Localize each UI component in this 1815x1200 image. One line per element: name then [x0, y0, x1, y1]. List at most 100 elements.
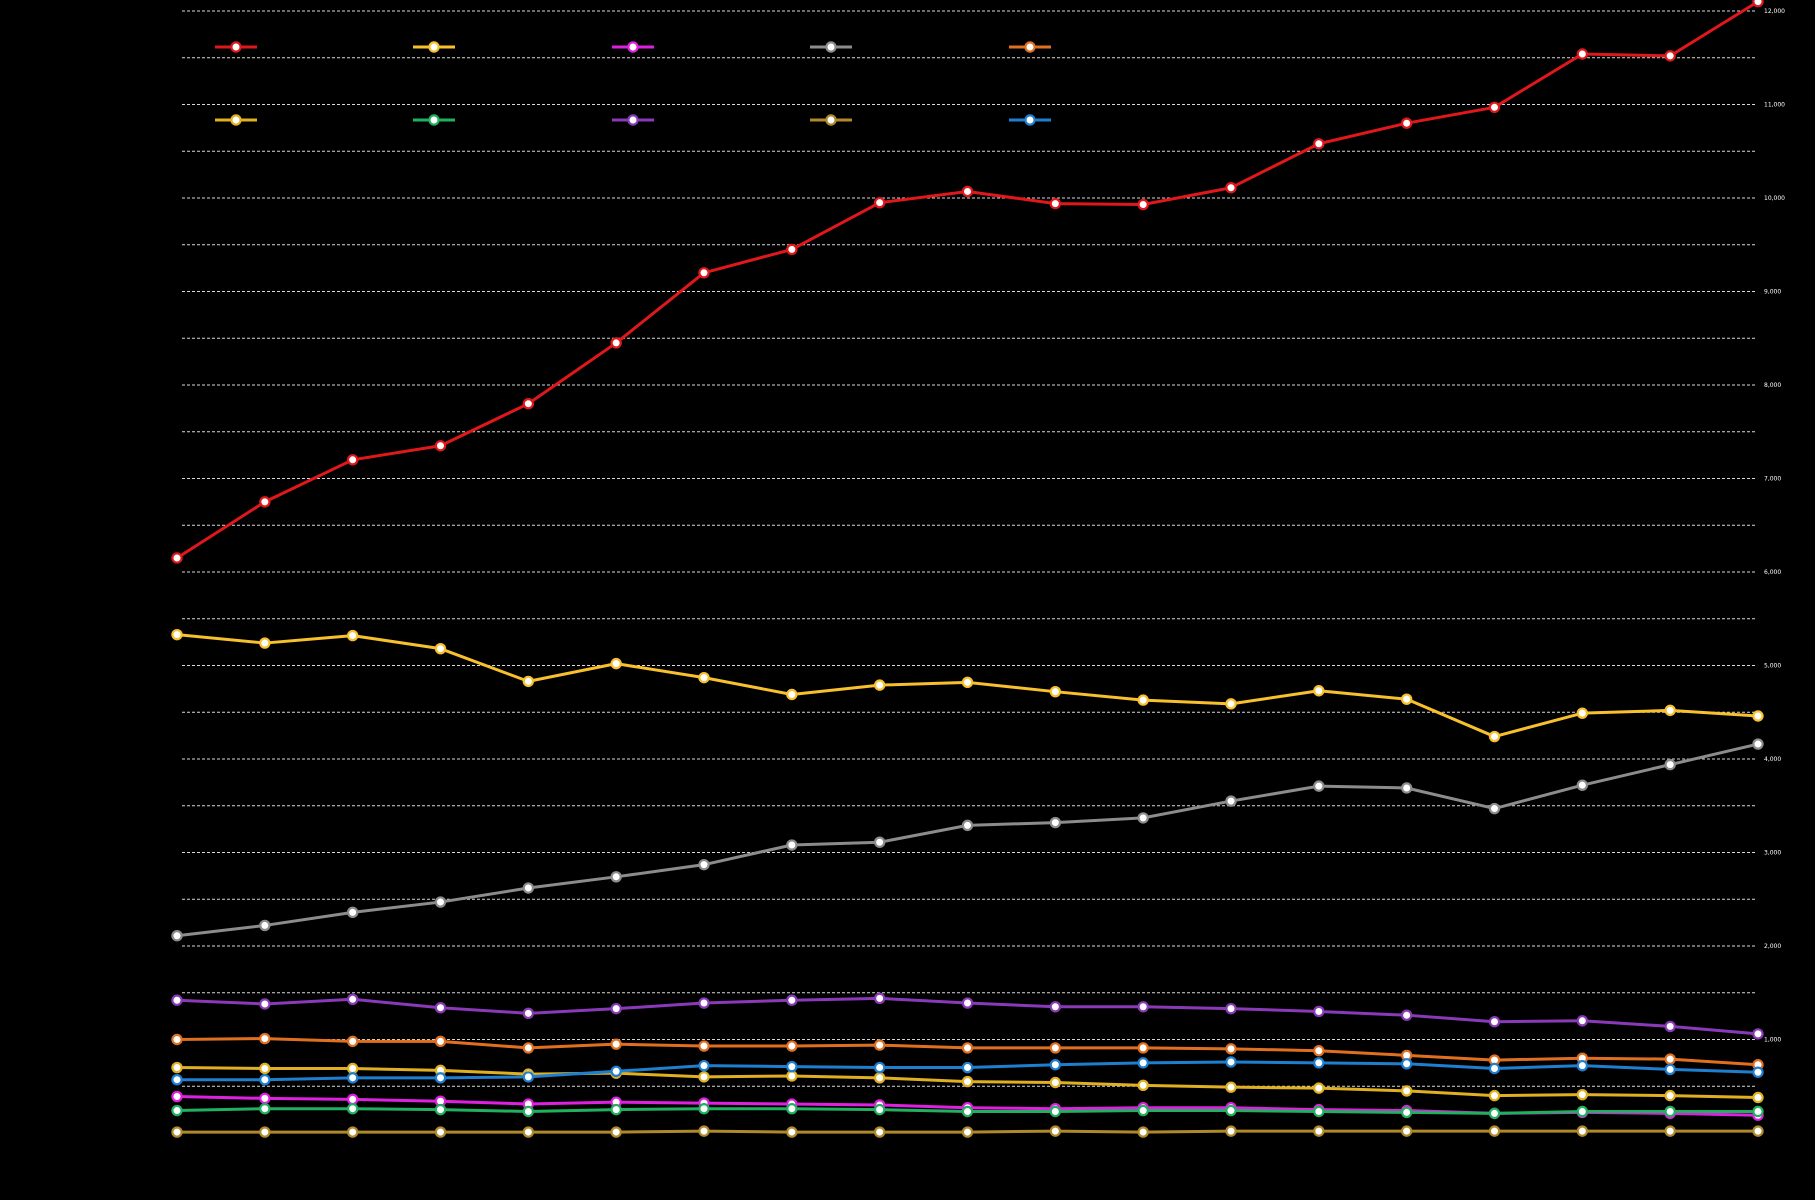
data-point: [1137, 1079, 1149, 1092]
data-point: [1313, 1105, 1325, 1118]
data-point: [1664, 1089, 1676, 1102]
data-point: [1752, 710, 1764, 722]
legend-entry: [612, 114, 654, 126]
data-point: [1313, 1082, 1325, 1094]
data-point: [698, 1125, 710, 1137]
data-point: [171, 1126, 183, 1138]
data-point: [610, 871, 622, 883]
data-point: [259, 1092, 271, 1105]
data-point: [1049, 1042, 1062, 1054]
y-tick-label: 8,000: [1764, 382, 1781, 389]
data-point: [961, 1075, 974, 1088]
data-point: [1488, 1089, 1501, 1102]
data-point: [1664, 1053, 1676, 1065]
data-point: [873, 679, 886, 691]
data-point: [1049, 197, 1062, 210]
data-point: [1488, 101, 1501, 114]
data-point: [1137, 1057, 1149, 1069]
series-10: [171, 1056, 1764, 1086]
data-point: [1313, 685, 1325, 697]
data-point: [961, 1061, 974, 1074]
series-9: [171, 1125, 1764, 1138]
data-point: [961, 819, 974, 832]
data-point: [1400, 1085, 1413, 1097]
data-point: [786, 839, 798, 851]
data-point: [434, 1126, 447, 1138]
y-tick-label: 6,000: [1764, 569, 1781, 576]
data-point: [522, 882, 535, 894]
y-tick-label: 9,000: [1764, 289, 1781, 296]
legend: [215, 41, 1051, 126]
data-point: [1049, 1001, 1062, 1013]
data-point: [259, 1126, 271, 1138]
data-point: [522, 398, 535, 410]
legend-entry: [612, 41, 654, 53]
data-point: [1400, 1009, 1413, 1021]
data-point: [434, 1103, 447, 1116]
legend-entry: [1009, 41, 1051, 53]
legend-entry: [215, 114, 257, 126]
legend-entry: [215, 41, 257, 53]
data-point: [1137, 1001, 1149, 1013]
data-point: [873, 1072, 886, 1084]
data-point: [346, 1035, 359, 1048]
data-point: [610, 1065, 622, 1077]
legend-entry: [413, 114, 455, 126]
data-point: [698, 1040, 710, 1052]
data-point: [434, 896, 447, 908]
data-point: [873, 1039, 886, 1051]
data-point: [434, 1002, 447, 1014]
data-point: [434, 642, 447, 655]
data-point: [786, 1126, 798, 1138]
y-tick-label: 5,000: [1764, 663, 1781, 670]
data-point: [1137, 1104, 1149, 1117]
data-point: [522, 1071, 535, 1083]
data-point: [1576, 707, 1589, 719]
data-point: [786, 688, 798, 701]
data-point: [1664, 1125, 1676, 1137]
data-point: [171, 1033, 183, 1046]
data-point: [1752, 0, 1764, 8]
data-point: [522, 1105, 535, 1118]
data-point: [259, 637, 271, 649]
data-point: [1664, 50, 1676, 62]
data-point: [610, 1103, 622, 1116]
data-point: [1225, 182, 1237, 194]
legend-swatch-marker: [1024, 41, 1036, 53]
series-5: [171, 1032, 1764, 1071]
data-point: [1313, 138, 1325, 150]
data-point: [1225, 1043, 1237, 1055]
data-point: [346, 993, 359, 1005]
y-tick-label: 11,000: [1764, 102, 1785, 109]
legend-swatch-marker: [627, 41, 639, 53]
data-point: [522, 675, 535, 688]
data-point: [1137, 198, 1149, 211]
data-point: [259, 919, 271, 932]
data-point: [1576, 1125, 1589, 1137]
data-point: [1400, 1058, 1413, 1070]
data-point: [610, 1126, 622, 1138]
y-tick-label: 2,000: [1764, 943, 1781, 950]
data-point: [1137, 812, 1149, 824]
data-point: [873, 836, 886, 848]
data-point: [1576, 1088, 1589, 1101]
data-point: [434, 1072, 447, 1084]
data-point: [171, 552, 183, 564]
data-point: [1225, 698, 1237, 710]
series-4: [171, 738, 1764, 942]
data-point: [171, 930, 183, 942]
data-point: [1049, 1105, 1062, 1118]
legend-swatch-marker: [825, 114, 837, 126]
data-point: [1488, 730, 1501, 743]
data-point: [698, 1102, 710, 1115]
data-point: [171, 1104, 183, 1117]
data-point: [346, 1062, 359, 1075]
data-point: [873, 1126, 886, 1138]
series-group: [171, 0, 1764, 1138]
data-point: [1400, 117, 1413, 129]
data-point: [1225, 1081, 1237, 1093]
y-tick-label: 1,000: [1764, 1037, 1781, 1044]
data-point: [698, 671, 710, 684]
data-point: [698, 858, 710, 871]
data-point: [1049, 1076, 1062, 1089]
